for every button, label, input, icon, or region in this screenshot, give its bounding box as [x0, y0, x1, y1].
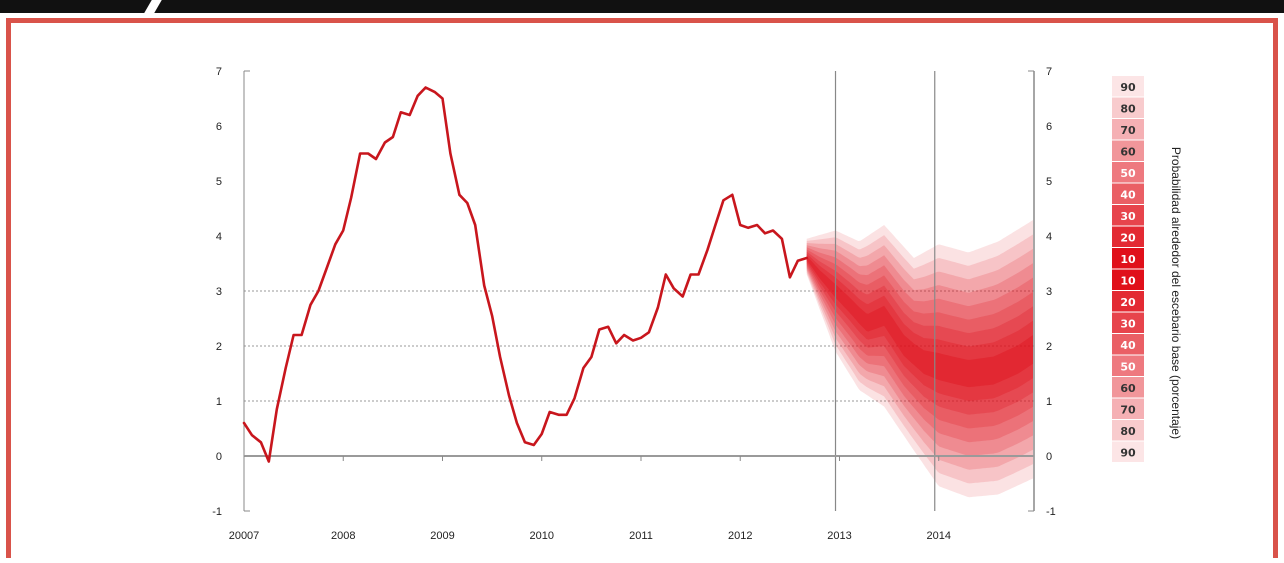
fan-band-70 [806, 243, 1033, 470]
y-left-tick-5: 5 [216, 176, 222, 188]
scale-box-6 [1112, 205, 1144, 226]
scale-box-2 [1112, 119, 1144, 140]
scale-label-5: 40 [1120, 189, 1136, 202]
scale-box-8 [1112, 248, 1144, 269]
y-left-tick--1: -1 [212, 506, 222, 518]
fan-band-90 [806, 220, 1033, 498]
scale-box-7 [1112, 226, 1144, 247]
x-tick-label-2010: 2010 [529, 530, 553, 542]
scale-label-8: 10 [1120, 253, 1136, 266]
scale-label-17: 90 [1120, 447, 1136, 460]
x-tick-label-2014: 2014 [926, 530, 950, 542]
fan-band-40 [806, 249, 1033, 429]
y-right-tick--1: -1 [1046, 506, 1056, 518]
fan-band-10 [806, 255, 1033, 388]
scale-box-9 [1112, 269, 1144, 290]
scale-label-7: 20 [1120, 232, 1136, 245]
fan-band-80 [806, 234, 1033, 484]
scale-label-15: 70 [1120, 404, 1136, 417]
y-right-tick-2: 2 [1046, 341, 1052, 353]
x-tick-label-2009: 2009 [430, 530, 454, 542]
historical-series-line [242, 86, 809, 463]
fan-band-20 [806, 253, 1033, 401]
x-tick-label-2008: 2008 [331, 530, 355, 542]
y-left-tick-0: 0 [216, 451, 222, 463]
scale-box-13 [1112, 355, 1144, 376]
scale-box-5 [1112, 183, 1144, 204]
scale-box-17 [1112, 441, 1144, 462]
scale-box-11 [1112, 312, 1144, 333]
fan-band-60 [806, 245, 1033, 456]
scale-box-12 [1112, 334, 1144, 355]
scale-label-2: 70 [1120, 124, 1136, 137]
x-tick-label-2012: 2012 [728, 530, 752, 542]
top-bar-notch [144, 0, 162, 13]
fan-band-50 [806, 247, 1033, 443]
y-left-tick-2: 2 [216, 341, 222, 353]
y-right-tick-6: 6 [1046, 121, 1052, 133]
y-right-tick-5: 5 [1046, 176, 1052, 188]
y-right-tick-4: 4 [1046, 231, 1052, 243]
scale-label-0: 90 [1120, 81, 1136, 94]
scale-box-1 [1112, 97, 1144, 118]
scale-label-1: 80 [1120, 103, 1136, 116]
y-right-tick-3: 3 [1046, 286, 1052, 298]
top-bar [0, 0, 1284, 13]
scale-box-3 [1112, 140, 1144, 161]
chart-frame: 20007 2008 2009 2010 2011 2012 2013 2014 7 6 5 4 3 2 1… [6, 18, 1278, 558]
y-left-tick-6: 6 [216, 121, 222, 133]
y-right-tick-7: 7 [1046, 66, 1052, 78]
y-left-tick-3: 3 [216, 286, 222, 298]
scale-label-12: 40 [1120, 339, 1136, 352]
x-tick-label-2011: 2011 [629, 530, 653, 542]
x-tick-label-20007: 20007 [229, 530, 260, 542]
scale-label-9: 10 [1120, 275, 1136, 288]
scale-label-3: 60 [1120, 146, 1136, 159]
scale-label-11: 30 [1120, 318, 1136, 331]
y-left-tick-7: 7 [216, 66, 222, 78]
scale-box-16 [1112, 420, 1144, 441]
scale-label-10: 20 [1120, 296, 1136, 309]
scale-label-14: 60 [1120, 382, 1136, 395]
y-left-tick-4: 4 [216, 231, 222, 243]
fan-band-30 [806, 251, 1033, 415]
scale-label-16: 80 [1120, 425, 1136, 438]
x-tick-label-2013: 2013 [827, 530, 851, 542]
scale-box-4 [1112, 162, 1144, 183]
scale-box-0 [1112, 76, 1144, 97]
scale-label-6: 30 [1120, 210, 1136, 223]
scale-box-15 [1112, 398, 1144, 419]
scale-label-13: 50 [1120, 361, 1136, 374]
y-right-tick-0: 0 [1046, 451, 1052, 463]
scale-box-10 [1112, 291, 1144, 312]
y-right-tick-1: 1 [1046, 396, 1052, 408]
scale-label-4: 50 [1120, 167, 1136, 180]
y-left-tick-1: 1 [216, 396, 222, 408]
right-side-label: Probabilidad alrededor del escebario bas… [1169, 147, 1183, 439]
scale-box-14 [1112, 377, 1144, 398]
fan-chart: 20007 2008 2009 2010 2011 2012 2013 20147654321… [212, 66, 1183, 542]
